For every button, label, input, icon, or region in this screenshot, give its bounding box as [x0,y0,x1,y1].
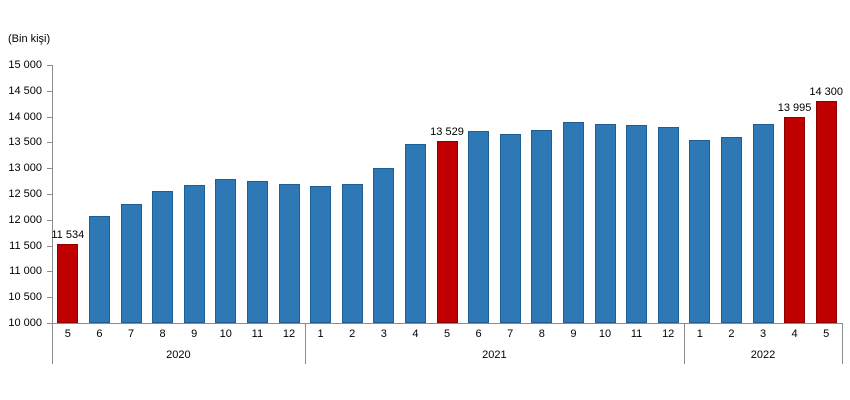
bar-value-label: 13 529 [430,126,464,138]
bar-2022-1 [689,140,711,323]
y-axis-tick-mark [47,219,52,221]
x-axis-year-label: 2021 [482,349,507,361]
x-axis-year-label: 2020 [166,349,191,361]
x-axis-month-label: 3 [759,328,767,340]
bar-2021-12 [657,127,679,323]
x-axis-month-label: 10 [219,328,232,340]
y-axis-tick-mark [47,142,52,144]
y-axis-tick-label: 11 000 [9,265,42,278]
bar-2020-9 [183,185,205,323]
y-axis-tick-label: 12 000 [8,213,42,226]
x-axis-month-label: 1 [696,328,703,340]
x-axis-month-label: 3 [380,328,387,340]
bar-2020-10 [215,179,237,323]
x-axis-month-label: 5 [64,328,71,340]
bar-2020-11 [246,181,268,323]
x-axis-month-label: 2 [728,328,735,340]
x-axis-month-label: 7 [507,328,514,340]
bar-2022-3 [752,124,774,323]
y-axis-tick-mark [47,116,52,118]
x-axis-month-label: 8 [159,328,166,340]
bar-2021-2 [341,184,363,323]
bar-2020-8 [152,191,174,323]
x-axis-month-label: 12 [282,328,296,340]
x-axis-group-separator [305,323,306,364]
x-axis-month-label: 4 [412,328,419,340]
bar-2021-5 [436,141,458,323]
bar-2020-12 [278,184,300,323]
x-axis-month-label: 5 [823,328,830,340]
bar-2020-5 [57,244,79,323]
x-axis-month-label: 9 [570,328,577,340]
x-axis-group-separator [842,323,843,364]
x-axis-month-label: 9 [191,328,198,340]
x-axis-month-label: 6 [475,328,482,340]
x-axis-month-label: 6 [96,328,103,340]
y-axis-tick-mark [47,194,52,195]
y-axis-tick-label: 10 000 [8,317,42,329]
y-axis-tick-label: 14 000 [8,110,42,123]
x-axis-line [52,323,843,324]
y-axis-tick-mark [47,245,52,247]
y-axis-tick-label: 15 000 [8,59,42,71]
y-axis-tick-label: 13 000 [8,162,42,175]
bar-value-label: 14 300 [809,86,844,98]
y-axis-line [52,65,53,364]
bar-value-label: 11 534 [51,229,85,241]
y-axis-tick-label: 11 500 [9,239,42,252]
x-axis-month-label: 8 [538,328,545,340]
y-axis-unit-label: (Bin kişi) [8,33,51,45]
bar-2020-7 [120,204,142,323]
x-axis-group-separator [684,323,685,364]
y-axis-tick-label: 13 500 [8,136,42,149]
bar-value-label: 13 995 [777,102,812,114]
bar-2021-11 [626,125,648,323]
x-axis-month-label: 11 [630,328,643,340]
x-axis-month-label: 11 [251,328,264,340]
x-axis-month-label: 1 [317,328,324,340]
y-axis-tick-mark [47,297,52,299]
bar-2021-8 [531,130,553,323]
x-axis-month-label: 12 [662,328,675,340]
bar-2022-2 [720,137,742,323]
bar-2022-4 [784,117,806,323]
x-axis-month-label: 7 [127,328,135,340]
x-axis-month-label: 10 [598,328,612,340]
bar-2021-10 [594,124,616,323]
y-axis-tick-label: 10 500 [8,291,42,304]
y-axis-tick-mark [47,168,52,170]
bar-2020-6 [88,216,110,323]
y-axis-tick-label: 14 500 [8,84,42,97]
x-axis-month-label: 5 [443,328,451,340]
bar-2021-7 [499,134,521,323]
bar-2021-6 [468,131,490,323]
x-axis-month-label: 4 [791,328,798,340]
y-axis-tick-mark [47,323,52,324]
bar-2022-5 [815,101,837,323]
bar-2021-9 [562,122,584,323]
bar-2021-3 [373,168,395,323]
bar-2021-1 [310,186,332,323]
y-axis-tick-mark [47,90,52,92]
x-axis-year-label: 2022 [750,349,776,361]
y-axis-tick-label: 12 500 [8,188,42,200]
y-axis-tick-mark [47,65,52,66]
bar-2021-4 [404,144,426,323]
x-axis-month-label: 2 [349,328,356,340]
y-axis-tick-mark [47,271,52,273]
